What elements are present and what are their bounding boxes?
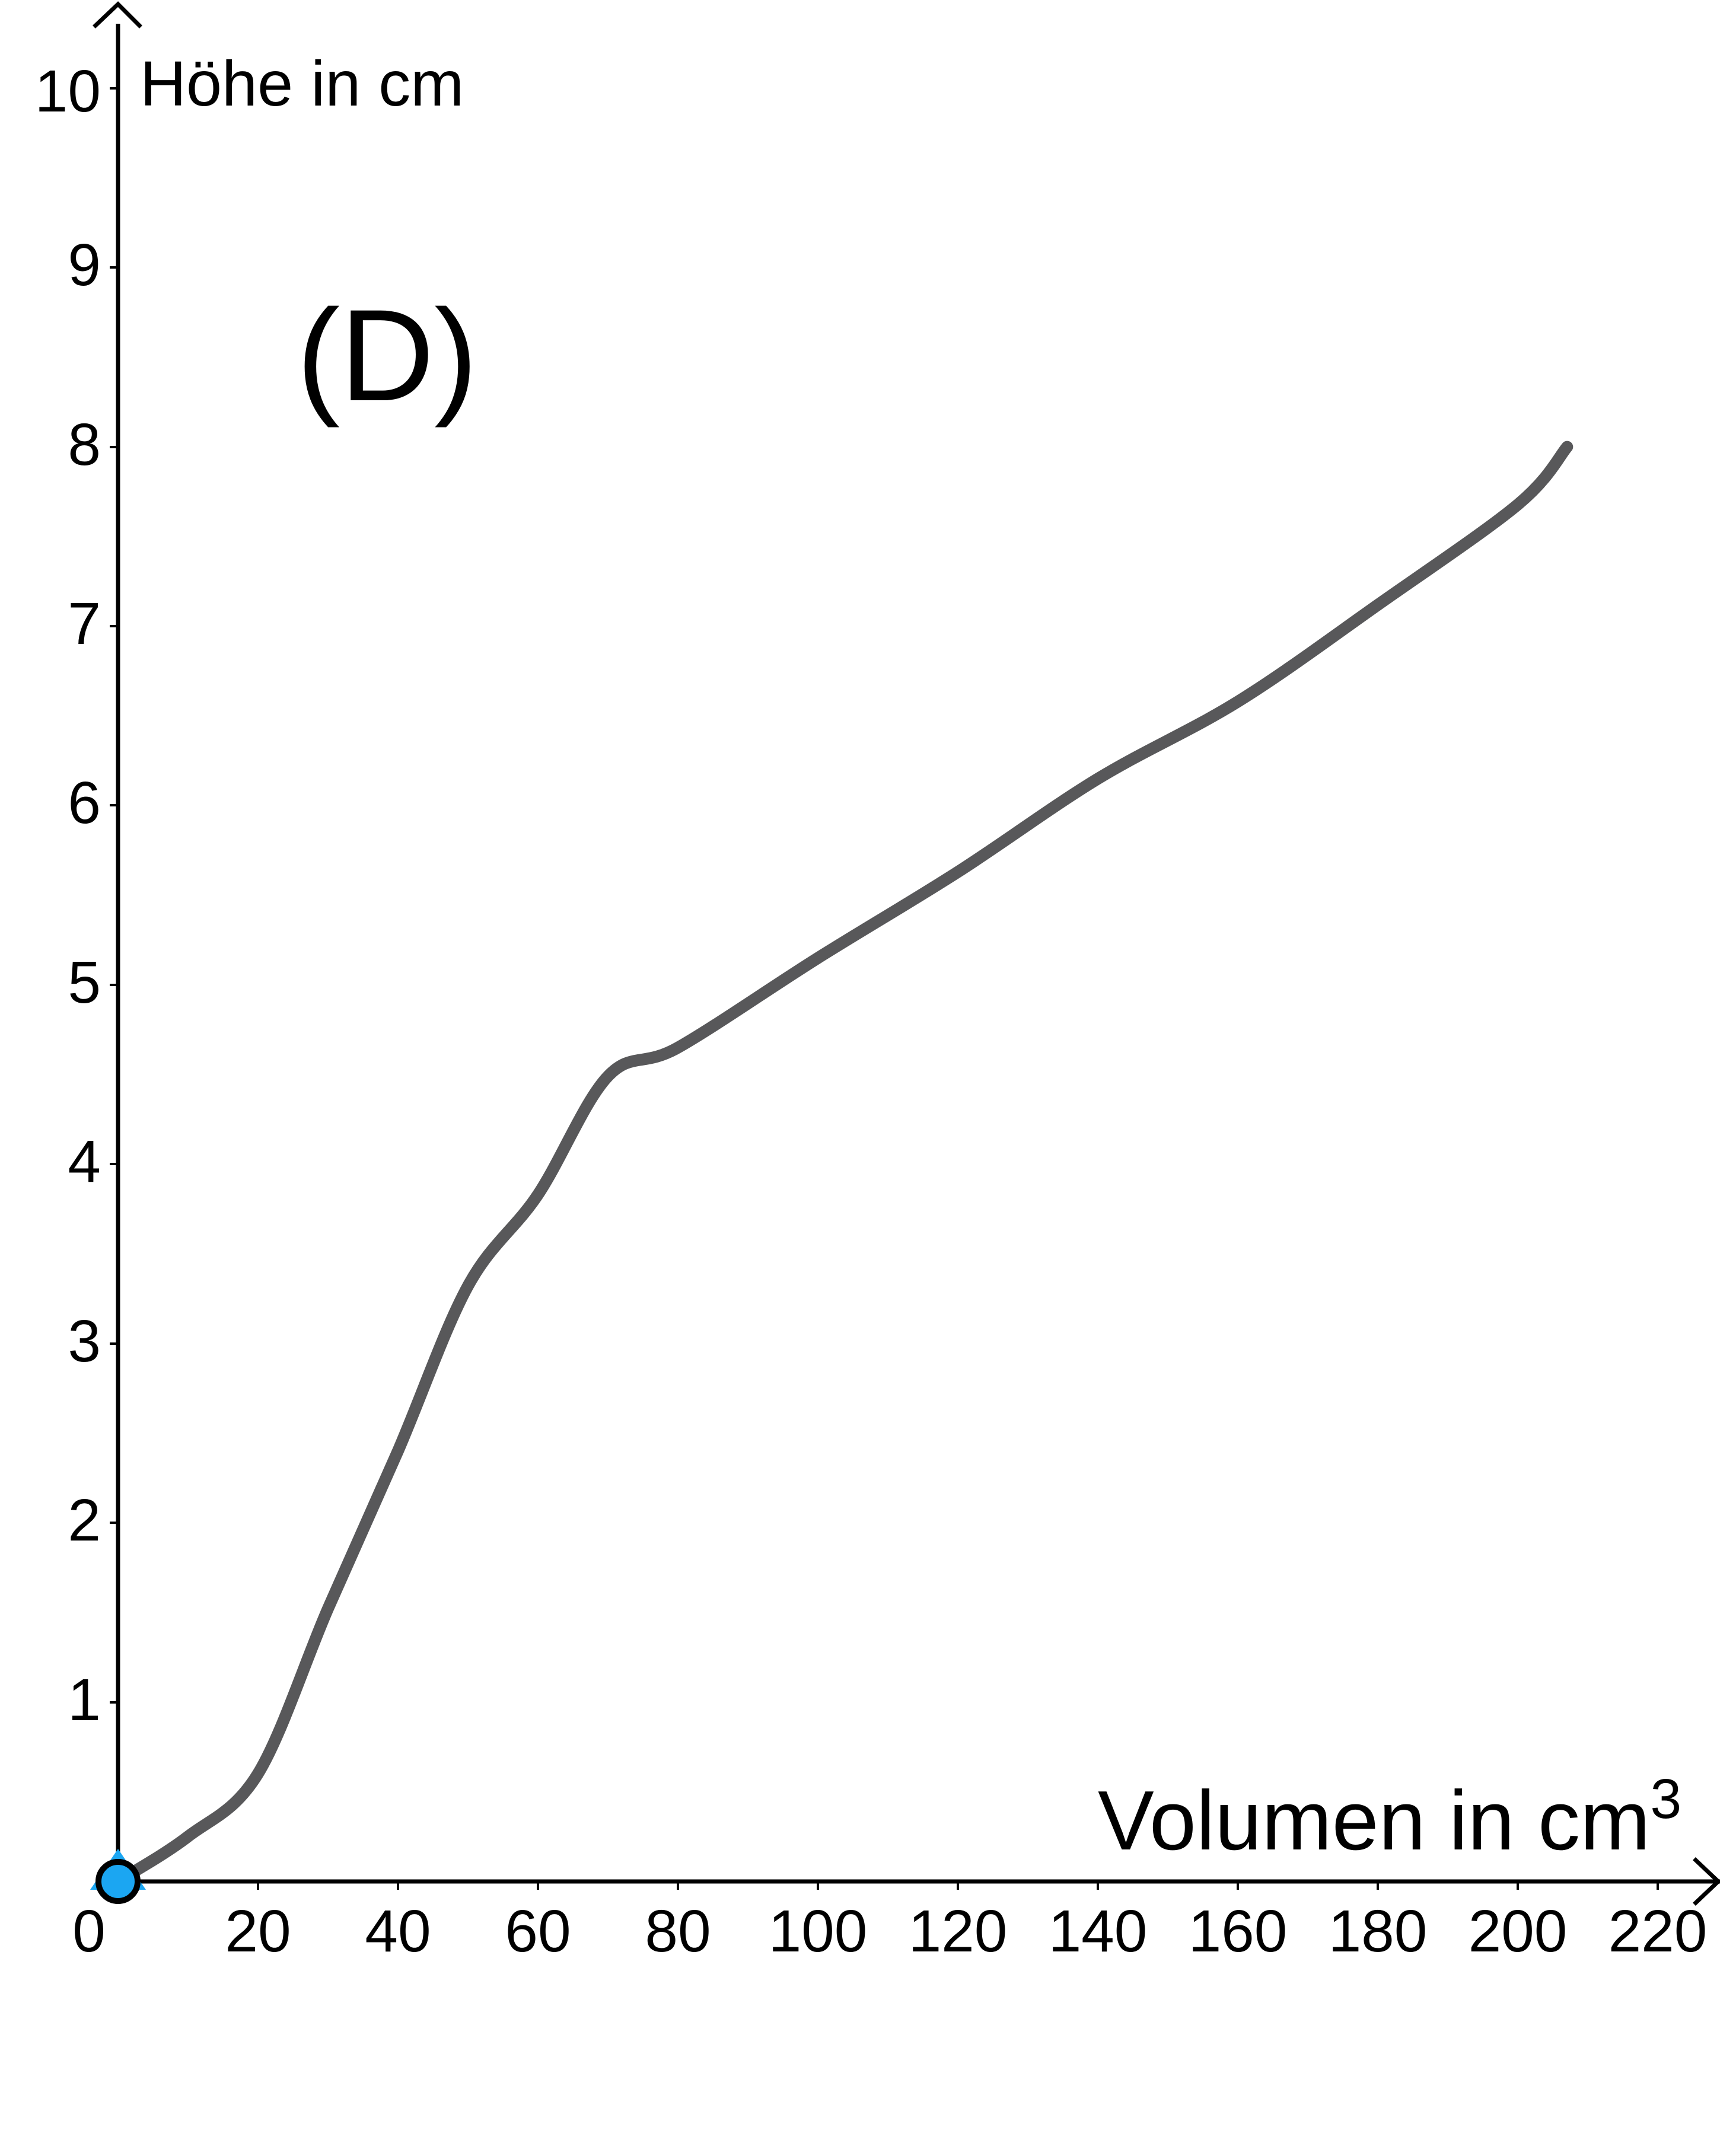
- svg-text:20: 20: [225, 1898, 291, 1964]
- svg-text:Volumen in cm3: Volumen in cm3: [1098, 1768, 1681, 1868]
- svg-text:1: 1: [68, 1667, 101, 1733]
- svg-text:2: 2: [68, 1487, 101, 1554]
- svg-text:80: 80: [645, 1898, 711, 1964]
- svg-text:180: 180: [1329, 1898, 1428, 1964]
- svg-text:7: 7: [68, 591, 101, 657]
- svg-text:0: 0: [72, 1898, 106, 1964]
- svg-text:220: 220: [1608, 1898, 1708, 1964]
- svg-text:60: 60: [505, 1898, 571, 1964]
- svg-text:5: 5: [68, 949, 101, 1016]
- svg-text:9: 9: [68, 232, 101, 298]
- svg-text:10: 10: [35, 58, 101, 125]
- svg-text:40: 40: [365, 1898, 431, 1964]
- svg-text:120: 120: [909, 1898, 1008, 1964]
- svg-text:200: 200: [1469, 1898, 1568, 1964]
- svg-text:Höhe in cm: Höhe in cm: [140, 47, 464, 119]
- svg-text:4: 4: [68, 1128, 101, 1195]
- svg-text:(D): (D): [297, 282, 477, 428]
- svg-text:3: 3: [68, 1308, 101, 1374]
- svg-text:160: 160: [1189, 1898, 1288, 1964]
- svg-text:140: 140: [1049, 1898, 1148, 1964]
- svg-text:100: 100: [769, 1898, 868, 1964]
- svg-text:6: 6: [68, 770, 101, 836]
- svg-text:8: 8: [68, 412, 101, 478]
